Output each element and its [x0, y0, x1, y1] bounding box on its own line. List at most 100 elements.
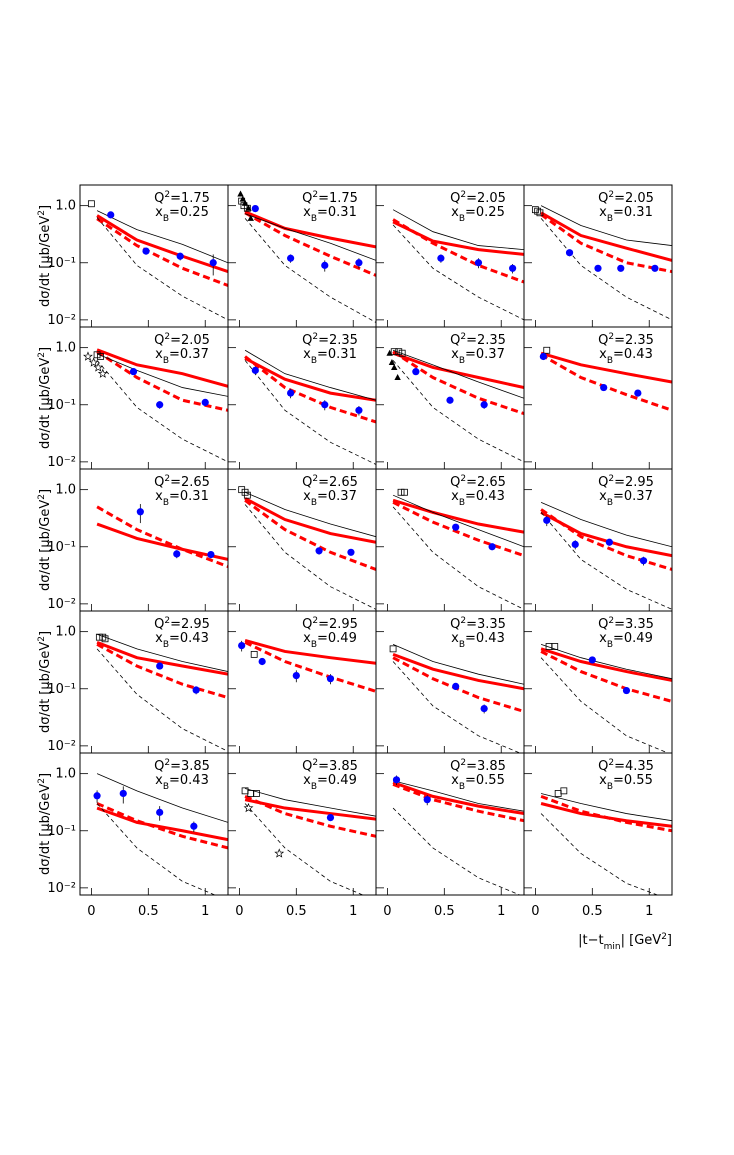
q2-label-part: 2 — [164, 616, 170, 626]
xb-label-part: =0.25 — [465, 205, 505, 220]
q2-label-part: Q — [154, 475, 164, 490]
curve — [96, 643, 228, 700]
y-axis-label-part: dσ/dt [μb/GeV — [38, 216, 53, 307]
q2-label-part: =4.35 — [614, 759, 654, 774]
x-tick-label: 1 — [201, 904, 209, 919]
curve — [392, 498, 524, 534]
xb-label-part: x — [303, 631, 311, 646]
xb-label: xB=0.55 — [451, 773, 505, 792]
xb-label-part: =0.37 — [169, 347, 209, 362]
q2-label-part: Q — [598, 191, 608, 206]
q2-label-part: Q — [154, 333, 164, 348]
y-axis-label-part: dσ/dt [μb/GeV — [38, 358, 53, 449]
y-tick-label: 10⁻² — [47, 313, 76, 328]
data-point — [258, 657, 266, 666]
q2-label: Q2=3.85 — [154, 758, 210, 774]
xb-label: xB=0.37 — [599, 489, 653, 508]
curve — [244, 357, 376, 402]
curve — [540, 218, 672, 321]
data-point — [326, 675, 335, 683]
curve — [392, 782, 524, 823]
data-point — [480, 704, 488, 713]
y-tick-label: 10⁻² — [47, 739, 76, 754]
data-point — [480, 401, 488, 409]
plot-area — [392, 209, 524, 321]
data-point — [412, 368, 420, 376]
curve — [244, 360, 376, 465]
curve — [244, 803, 364, 895]
xb-label-part: x — [155, 205, 163, 220]
xb-label: xB=0.37 — [155, 347, 209, 366]
plot-area — [392, 775, 524, 895]
curve — [96, 640, 228, 676]
curve — [540, 501, 672, 548]
xb-label: xB=0.49 — [303, 773, 357, 792]
xb-label-part: B — [163, 214, 169, 224]
curve — [392, 351, 524, 390]
xb-label-part: x — [599, 773, 607, 788]
q2-label: Q2=2.95 — [154, 616, 210, 632]
xb-label: xB=0.31 — [303, 347, 357, 366]
q2-label: Q2=2.95 — [598, 474, 654, 490]
q2-label-part: Q — [598, 759, 608, 774]
xb-label-part: =0.43 — [465, 489, 505, 504]
data-point — [605, 538, 613, 546]
x-tick-label: 1 — [645, 904, 653, 919]
xb-label-part: x — [303, 489, 311, 504]
q2-label-part: =2.95 — [614, 475, 654, 490]
curve — [244, 795, 376, 838]
xb-label: xB=0.31 — [599, 205, 653, 224]
curve — [244, 504, 376, 610]
y-axis-label-part: ] — [38, 631, 53, 636]
q2-label-part: =2.05 — [170, 333, 210, 348]
q2-label-part: Q — [154, 617, 164, 632]
q2-label-part: Q — [302, 333, 312, 348]
curve — [244, 210, 376, 249]
q2-label-part: 2 — [460, 332, 466, 342]
xb-label-part: B — [459, 782, 465, 792]
curve — [540, 508, 672, 571]
data-point — [238, 641, 246, 650]
xb-label-part: =0.37 — [613, 489, 653, 504]
xb-label: xB=0.37 — [451, 347, 505, 366]
xb-label: xB=0.43 — [451, 631, 505, 650]
curve — [96, 353, 228, 397]
data-point — [391, 363, 398, 370]
data-point — [401, 488, 408, 496]
data-point — [355, 406, 363, 414]
curve — [392, 360, 524, 463]
curve — [540, 511, 672, 558]
curve — [392, 661, 521, 753]
q2-label-part: =3.35 — [614, 617, 654, 632]
q2-label: Q2=3.85 — [450, 758, 506, 774]
q2-label: Q2=2.35 — [598, 332, 654, 348]
data-point — [253, 790, 260, 797]
q2-label-part: 2 — [460, 474, 466, 484]
curve — [540, 205, 672, 246]
data-point — [156, 808, 164, 816]
curve — [392, 780, 524, 812]
curve — [540, 643, 672, 680]
data-point — [156, 401, 164, 409]
data-point — [452, 682, 460, 690]
curve — [96, 505, 228, 568]
curve — [96, 803, 216, 895]
data-point — [292, 672, 300, 680]
q2-label-part: 2 — [608, 332, 614, 342]
data-point — [190, 822, 198, 830]
y-axis-label-part: 2 — [37, 210, 47, 216]
plot-area — [238, 486, 376, 610]
xb-label-part: =0.37 — [317, 489, 357, 504]
plot-area — [87, 200, 228, 321]
xb-label-part: x — [599, 205, 607, 220]
curve — [392, 209, 524, 250]
data-point — [251, 204, 259, 213]
data-point — [634, 389, 642, 397]
y-axis-label-part: 2 — [37, 636, 47, 642]
